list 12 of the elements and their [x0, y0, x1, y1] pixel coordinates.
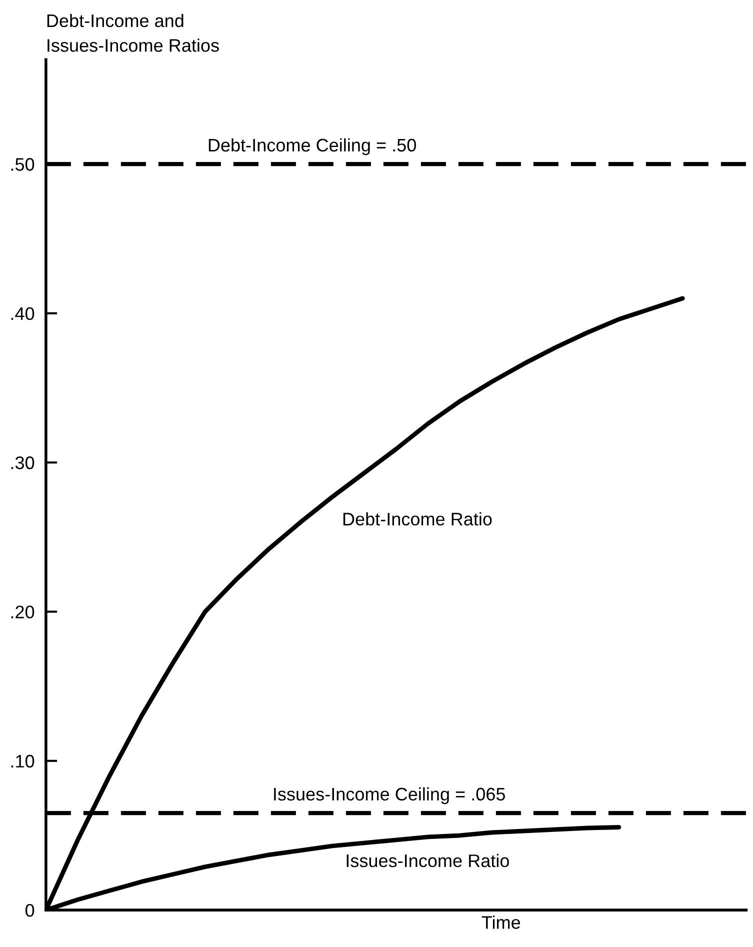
y-tick-label: .40	[11, 307, 34, 320]
y-tick-label: .10	[11, 754, 34, 768]
ref-line-label: Issues-Income Ceiling = .065	[274, 787, 505, 804]
x-axis-title: Time	[482, 916, 520, 929]
y-tick-label: .20	[11, 606, 34, 618]
y-tick-label: .50	[11, 158, 34, 171]
series-label: Issues-Income Ratio	[346, 854, 509, 868]
series-label: Debt-Income Ratio	[343, 512, 492, 526]
y-tick-label: .30	[11, 456, 34, 470]
y-tick-label: 0	[25, 904, 34, 917]
ref-line-label: Debt-Income Ceiling = .50	[208, 138, 416, 156]
y-axis-title: Debt-Income and Issues-Income Ratios	[47, 14, 219, 52]
